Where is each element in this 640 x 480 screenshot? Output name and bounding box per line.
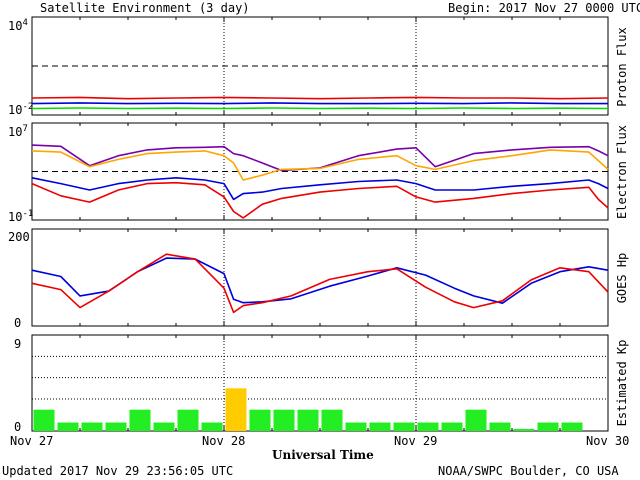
kp-bar bbox=[297, 409, 319, 431]
proton-frame bbox=[31, 16, 609, 116]
goes-ytick-bottom: 0 bbox=[14, 316, 22, 330]
kp-bar bbox=[441, 422, 463, 431]
kp-ytick-top: 9 bbox=[14, 337, 22, 351]
proton-red-series bbox=[31, 96, 609, 100]
xtick-nov28: Nov 28 bbox=[202, 434, 246, 448]
proton-green-series bbox=[31, 107, 609, 110]
kp-bar bbox=[57, 422, 79, 431]
electron-ytick-top: 107 bbox=[8, 124, 28, 139]
proton-ytick-top: 104 bbox=[8, 18, 28, 33]
kp-bar bbox=[489, 422, 511, 431]
kp-bar bbox=[417, 422, 439, 431]
electron-ytick-bottom: 10-1 bbox=[8, 209, 34, 224]
kp-bar bbox=[537, 422, 559, 431]
goes_hp-blue-series bbox=[31, 257, 609, 305]
electron-frame bbox=[31, 122, 609, 221]
xtick-nov29: Nov 29 bbox=[394, 434, 438, 448]
electron-orange-series bbox=[31, 149, 609, 181]
kp-bar bbox=[105, 422, 127, 431]
xtick-nov27: Nov 27 bbox=[10, 434, 54, 448]
kp-bar bbox=[33, 409, 55, 431]
kp-bar bbox=[321, 409, 343, 431]
kp-bar bbox=[177, 409, 199, 431]
goes_hp-red-series bbox=[31, 253, 609, 314]
kp-ytick-bottom: 0 bbox=[14, 420, 22, 434]
electron-purple-series bbox=[31, 144, 609, 172]
kp-frame bbox=[31, 334, 609, 432]
chart-title: Satellite Environment (3 day) bbox=[40, 1, 250, 15]
electron-red-series bbox=[31, 181, 609, 219]
xtick-nov30: Nov 30 bbox=[586, 434, 630, 448]
kp-bar bbox=[201, 422, 223, 431]
kp-bar bbox=[273, 409, 295, 431]
credit: NOAA/SWPC Boulder, CO USA bbox=[438, 464, 619, 478]
updated-time: Updated 2017 Nov 29 23:56:05 UTC bbox=[2, 464, 234, 478]
kp-bar bbox=[465, 409, 487, 431]
goes-ytick-top: 200 bbox=[8, 230, 30, 244]
electron-blue-series bbox=[31, 177, 609, 201]
xaxis-title: Universal Time bbox=[272, 448, 374, 462]
proton-ytick-bottom: 10-2 bbox=[8, 102, 34, 117]
kp-bar bbox=[513, 428, 535, 431]
begin-time: Begin: 2017 Nov 27 0000 UTC bbox=[448, 1, 640, 15]
kp-bar bbox=[129, 409, 151, 431]
kp-bar bbox=[345, 422, 367, 431]
proton-blue-series bbox=[31, 102, 608, 105]
kp-bar bbox=[153, 422, 175, 431]
goes_hp-frame bbox=[31, 228, 609, 327]
kp-bar bbox=[369, 422, 391, 431]
kp-bar bbox=[561, 422, 583, 431]
kp-bar bbox=[249, 409, 271, 431]
kp-bar bbox=[225, 388, 247, 431]
kp-bar bbox=[393, 422, 415, 431]
kp-bar bbox=[81, 422, 103, 431]
